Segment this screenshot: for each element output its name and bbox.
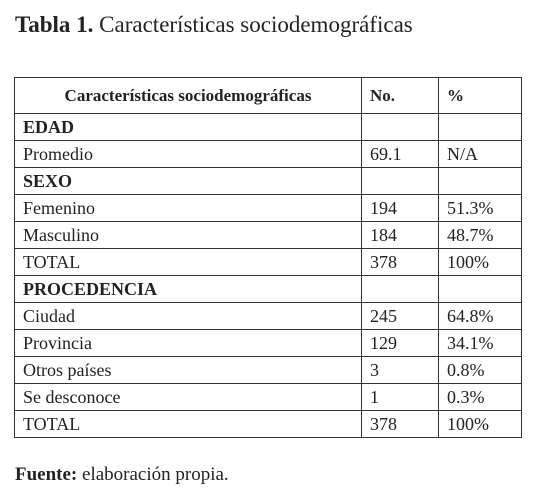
- cell: EDAD: [14, 113, 362, 141]
- cell: 100%: [438, 248, 522, 276]
- data-row: Provincia 129 34.1%: [14, 329, 522, 357]
- data-row: TOTAL 378 100%: [14, 410, 522, 438]
- cell: TOTAL: [14, 248, 362, 276]
- section-row: PROCEDENCIA: [14, 275, 522, 303]
- cell: 3: [361, 356, 439, 384]
- data-row: Ciudad 245 64.8%: [14, 302, 522, 330]
- cell: PROCEDENCIA: [14, 275, 362, 303]
- cell: 0.8%: [438, 356, 522, 384]
- cell: 0.3%: [438, 383, 522, 411]
- cell: 69.1: [361, 140, 439, 168]
- header-cell: Características sociodemográficas: [14, 77, 362, 114]
- data-row: TOTAL 378 100%: [14, 248, 522, 276]
- cell: 64.8%: [438, 302, 522, 330]
- source-note: Fuente: elaboración propia.: [15, 464, 229, 486]
- cell: 194: [361, 194, 439, 222]
- cell: 100%: [438, 410, 522, 438]
- cell: 34.1%: [438, 329, 522, 357]
- caption-text: Características sociodemográficas: [99, 12, 413, 37]
- data-row: Femenino 194 51.3%: [14, 194, 522, 222]
- cell: Promedio: [14, 140, 362, 168]
- data-row: Otros países 3 0.8%: [14, 356, 522, 384]
- data-row: Promedio 69.1 N/A: [14, 140, 522, 168]
- cell: 378: [361, 248, 439, 276]
- header-row: Características sociodemográficas No.%: [14, 77, 522, 114]
- empty-cell: [438, 113, 522, 141]
- cell: 48.7%: [438, 221, 522, 249]
- section-row: SEXO: [14, 167, 522, 195]
- empty-cell: [361, 275, 439, 303]
- cell: Provincia: [14, 329, 362, 357]
- cell: Se desconoce: [14, 383, 362, 411]
- header-cell: %: [438, 77, 522, 114]
- header-cell: No.: [361, 77, 439, 114]
- empty-cell: [438, 275, 522, 303]
- empty-cell: [361, 167, 439, 195]
- source-text: elaboración propia.: [82, 464, 229, 485]
- section-row: EDAD: [14, 113, 522, 141]
- cell: 51.3%: [438, 194, 522, 222]
- data-row: Se desconoce 1 0.3%: [14, 383, 522, 411]
- cell: Otros países: [14, 356, 362, 384]
- cell: 129: [361, 329, 439, 357]
- cell: TOTAL: [14, 410, 362, 438]
- cell: 378: [361, 410, 439, 438]
- cell: 184: [361, 221, 439, 249]
- cell: Femenino: [14, 194, 362, 222]
- caption-label: Tabla 1.: [15, 12, 94, 37]
- cell: SEXO: [14, 167, 362, 195]
- cell: 1: [361, 383, 439, 411]
- cell: Ciudad: [14, 302, 362, 330]
- cell: Masculino: [14, 221, 362, 249]
- empty-cell: [438, 167, 522, 195]
- data-table: Características sociodemográficas No.% ED…: [14, 77, 522, 438]
- empty-cell: [361, 113, 439, 141]
- cell: N/A: [438, 140, 522, 168]
- data-row: Masculino 184 48.7%: [14, 221, 522, 249]
- cell: 245: [361, 302, 439, 330]
- source-label: Fuente:: [15, 464, 78, 485]
- table-caption: Tabla 1. Características sociodemográfic…: [15, 12, 413, 38]
